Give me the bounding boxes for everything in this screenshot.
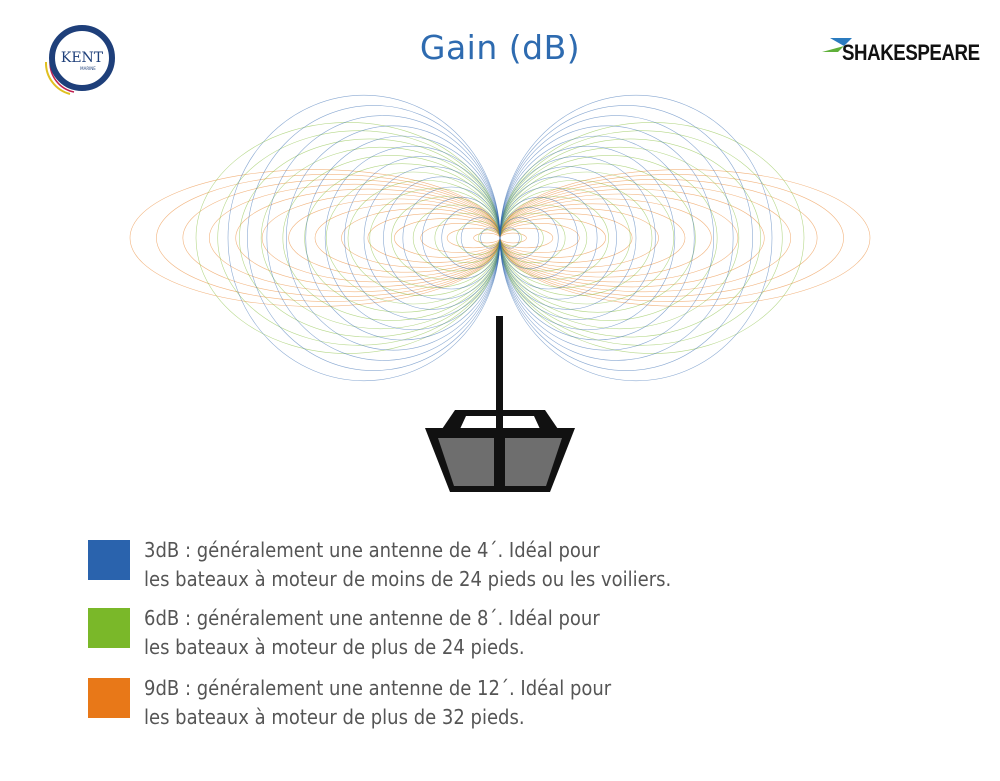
lobe-3db bbox=[480, 227, 501, 249]
lobe-3db bbox=[247, 105, 501, 371]
legend-line: les bateaux à moteur de plus de 24 pieds… bbox=[144, 635, 525, 659]
legend-item-9db: 9dB : généralement une antenne de 12´. I… bbox=[88, 674, 663, 732]
lobe-6db bbox=[499, 163, 696, 313]
lobe-6db bbox=[434, 212, 501, 264]
kent-logo: KENT MARINE bbox=[44, 25, 115, 95]
radiation-pattern bbox=[129, 94, 871, 492]
boat-icon bbox=[425, 316, 575, 492]
lobe-6db bbox=[347, 179, 501, 297]
legend-item-3db: 3dB : généralement une antenne de 4´. Id… bbox=[88, 536, 730, 594]
legend-line: 9dB : généralement une antenne de 12´. I… bbox=[144, 676, 612, 700]
swatch-6db bbox=[88, 608, 130, 648]
lobe-6db bbox=[499, 229, 523, 247]
lobe-6db bbox=[217, 130, 501, 346]
lobe-9db bbox=[261, 193, 501, 283]
lobe-3db bbox=[285, 125, 501, 351]
page-title: Gain (dB) bbox=[419, 28, 581, 67]
lobe-9db bbox=[499, 232, 527, 244]
swatch-3db bbox=[88, 540, 130, 580]
lobe-3db bbox=[499, 207, 559, 269]
lobe-9db bbox=[314, 203, 501, 273]
lobe-6db bbox=[499, 130, 783, 346]
lobe-3db bbox=[499, 166, 637, 310]
lobe-6db bbox=[499, 179, 653, 297]
lobe-3db bbox=[499, 105, 753, 371]
shakespeare-logo: SHAKESPEARE bbox=[822, 36, 980, 68]
legend-line: les bateaux à moteur de moins de 24 pied… bbox=[144, 567, 672, 591]
legend-line: 3dB : généralement une antenne de 4´. Id… bbox=[144, 538, 600, 562]
lobe-9db bbox=[473, 232, 501, 244]
lobe-6db bbox=[304, 163, 501, 313]
lobe-3db bbox=[499, 94, 773, 382]
svg-text:KENT: KENT bbox=[61, 50, 104, 66]
lobe-3db bbox=[499, 227, 520, 249]
legend-line: 6dB : généralement une antenne de 8´. Id… bbox=[144, 606, 600, 630]
lobe-9db bbox=[367, 213, 501, 263]
legend-item-6db: 6dB : généralement une antenne de 8´. Id… bbox=[88, 604, 650, 662]
lobe-9db bbox=[499, 213, 633, 263]
shakespeare-wordmark: SHAKESPEARE bbox=[842, 40, 980, 65]
lobe-6db bbox=[499, 212, 566, 264]
lobe-9db bbox=[499, 203, 686, 273]
lobe-6db bbox=[499, 146, 740, 330]
lobe-6db bbox=[477, 229, 501, 247]
swatch-9db bbox=[88, 678, 130, 718]
legend-line: les bateaux à moteur de plus de 32 pieds… bbox=[144, 705, 525, 729]
lobe-6db bbox=[260, 146, 501, 330]
lobe-3db bbox=[363, 166, 501, 310]
lobe-9db bbox=[499, 193, 739, 283]
svg-text:MARINE: MARINE bbox=[80, 66, 96, 71]
lobe-3db bbox=[441, 207, 501, 269]
lobe-3db bbox=[499, 125, 715, 351]
